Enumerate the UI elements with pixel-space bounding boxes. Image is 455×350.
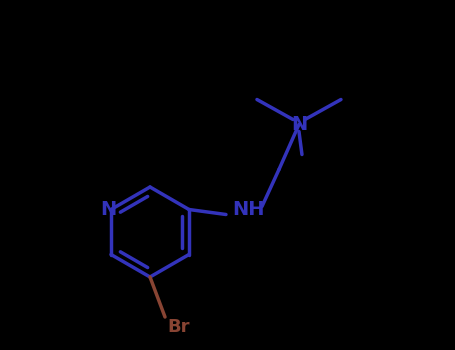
Text: NH: NH	[233, 200, 265, 219]
Text: N: N	[291, 115, 307, 134]
Text: Br: Br	[168, 318, 190, 336]
Text: N: N	[100, 200, 116, 219]
